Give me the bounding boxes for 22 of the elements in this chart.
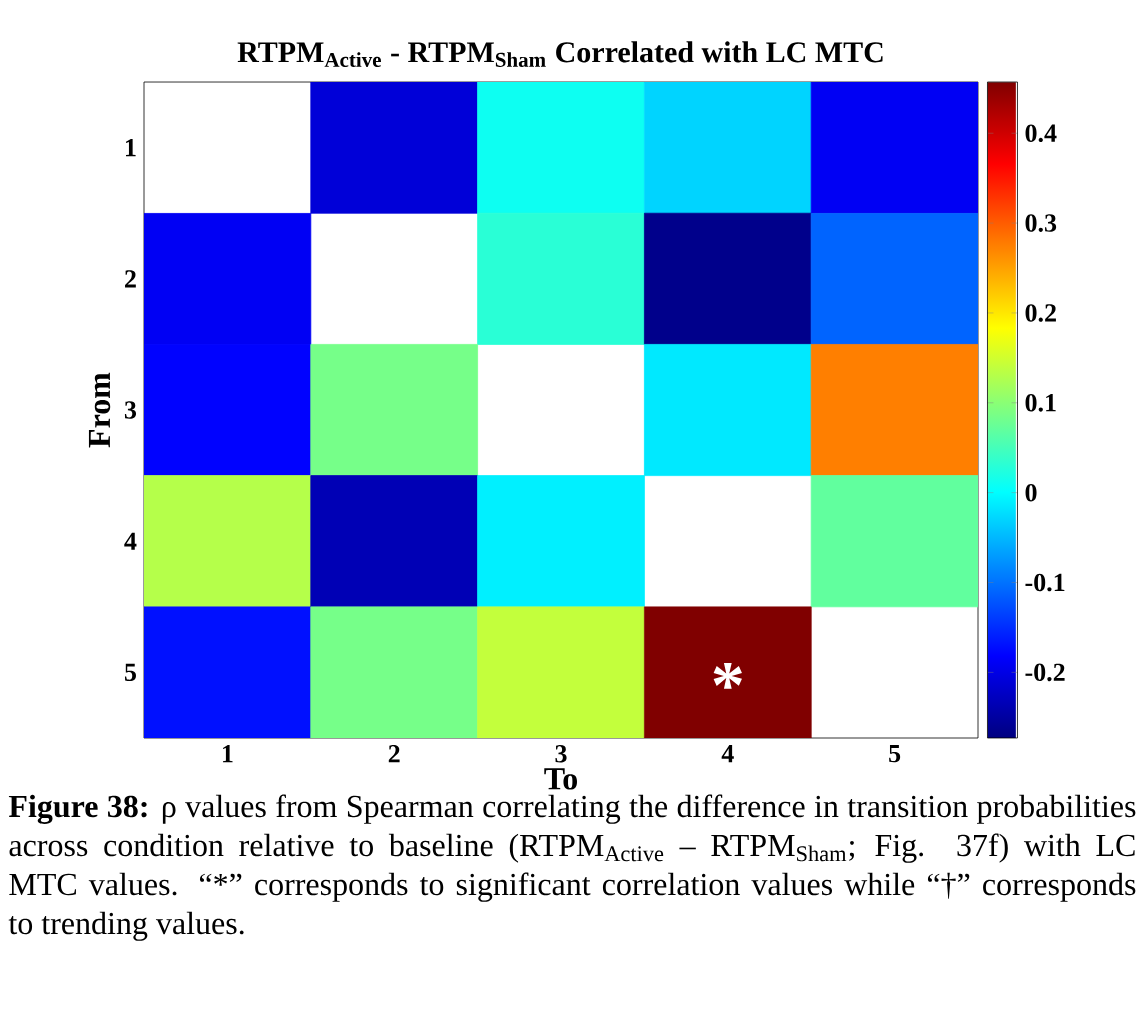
y-axis-title: From <box>88 372 111 448</box>
y-tick-label: 1 <box>126 139 136 157</box>
x-tick-label: 5 <box>889 745 901 763</box>
y-tick-label: 2 <box>125 270 136 288</box>
y-tick-label: 5 <box>124 663 136 682</box>
x-tick-label: 2 <box>388 745 400 763</box>
annotation: * <box>713 663 742 689</box>
color-bar-label: 0.2 <box>1025 304 1056 322</box>
y-tick-label: 4 <box>124 532 137 550</box>
color-bar-label: 0.1 <box>1025 393 1056 412</box>
x-tick-label: 1 <box>222 745 233 763</box>
text: Figure 38: ρ values from Spearman correlating the difference in transition probabilities across condition relative to baseline (RTPM$_{Active}$ – RTPM$_{Sham}$; Fig. 37f) with LC MTC values. “*” corresponds to significant correlation values while “†” corresponds to trending values. <box>8 794 1136 941</box>
x-tick-label: 3 <box>555 745 567 763</box>
color-bar-label: 0.4 <box>1025 124 1057 143</box>
x-axis-title: To <box>544 768 577 790</box>
color-bar-label: 0 <box>1025 483 1037 502</box>
chart-title: RTPM$_{Active}$ - RTPM$_{Sham}$ Correlated with LC MTC <box>237 41 883 67</box>
color-bar-label: 0.3 <box>1025 214 1057 232</box>
color-bar-label: -0.2 <box>1025 663 1065 682</box>
color-bar-label: -0.1 <box>1025 573 1065 592</box>
x-tick-label: 4 <box>721 745 734 763</box>
y-tick-label: 3 <box>124 401 137 419</box>
